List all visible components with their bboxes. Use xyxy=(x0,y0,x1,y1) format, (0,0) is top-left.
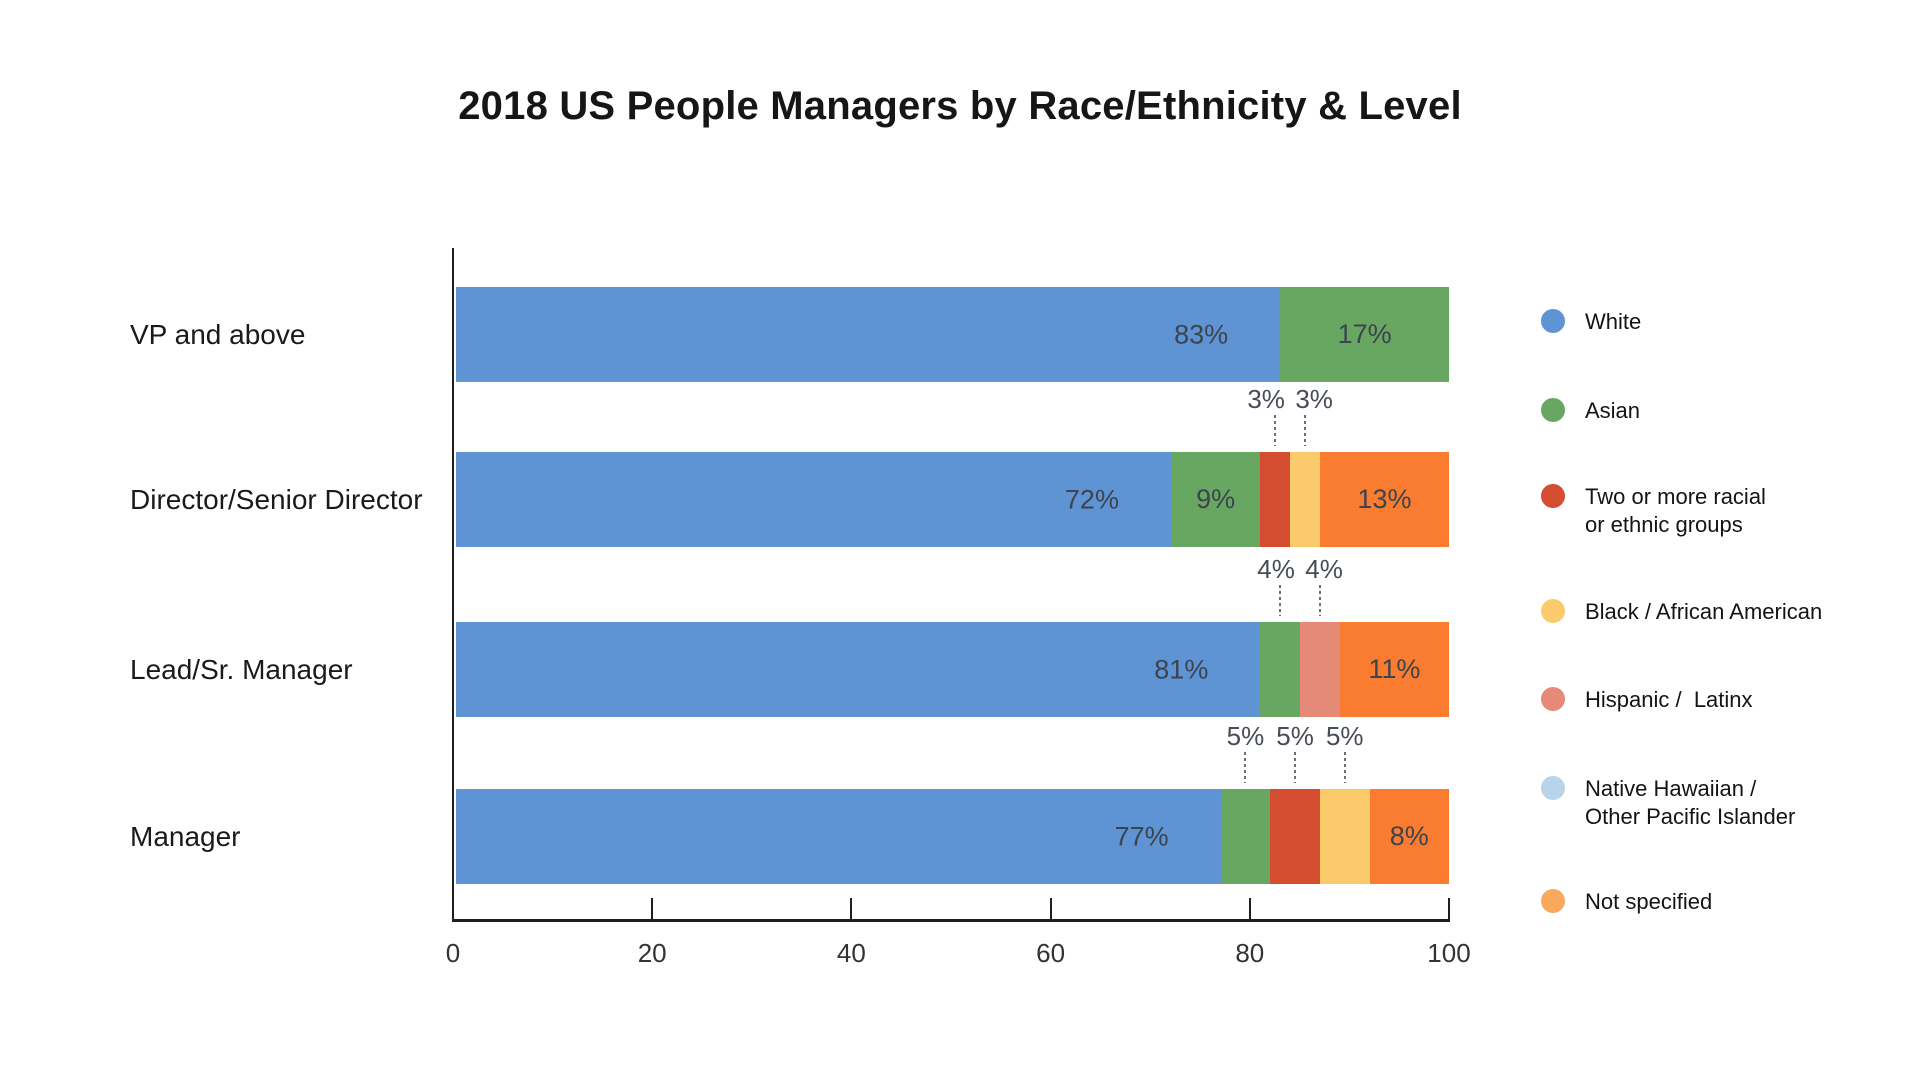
category-label-lead-sr-manager: Lead/Sr. Manager xyxy=(130,653,353,685)
legend-label-line: Two or more racial xyxy=(1585,484,1766,509)
bar-segment-two-or-more-racial-or-ethnic-groups xyxy=(1270,789,1320,884)
segment-value-label: 8% xyxy=(1389,821,1429,851)
bar-segment-not-specified: 8% xyxy=(1369,789,1449,884)
white-swatch-icon xyxy=(1541,309,1565,333)
x-tick-label: 0 xyxy=(445,938,461,968)
bar-segment-asian: 17% xyxy=(1280,287,1449,382)
legend-label-line: Native Hawaiian / xyxy=(1585,776,1757,801)
native-hawaiian-other-pacific-islander-swatch-icon xyxy=(1541,776,1565,800)
segment-value-label: 9% xyxy=(1196,484,1236,514)
callout-value-label: 4% xyxy=(1305,554,1343,584)
legend-item-two-or-more-racial-or-ethnic-groups: Two or more racial or ethnic groups xyxy=(1541,483,1766,539)
bar-segment-black-african-american xyxy=(1290,452,1320,547)
legend-label-line: Hispanic / Latinx xyxy=(1585,687,1753,712)
callout-leader-line xyxy=(1279,585,1282,616)
category-label-vp-and-above: VP and above xyxy=(130,318,306,350)
legend-label-line: Other Pacific Islander xyxy=(1585,804,1796,829)
callout-value-label: 4% xyxy=(1257,554,1295,584)
legend-label: Asian xyxy=(1585,397,1640,425)
x-tick-label: 100 xyxy=(1427,938,1471,968)
segment-value-label: 13% xyxy=(1357,484,1412,514)
callout-leader-line xyxy=(1274,415,1277,446)
legend-label-line: Black / African American xyxy=(1585,599,1823,624)
legend-label-line: Not specified xyxy=(1585,889,1713,914)
legend-label: Native Hawaiian / Other Pacific Islander xyxy=(1585,775,1795,831)
bar-segment-asian xyxy=(1220,789,1271,884)
x-tick-label: 40 xyxy=(836,938,866,968)
bar-segment-not-specified: 13% xyxy=(1319,452,1449,547)
callout-leader-line xyxy=(1294,752,1297,783)
x-tick-mark xyxy=(651,898,654,920)
chart-title: 2018 US People Managers by Race/Ethnicit… xyxy=(458,84,1462,128)
bar-segment-asian xyxy=(1260,622,1301,717)
legend-item-black-african-american: Black / African American xyxy=(1541,598,1822,626)
callout-value-label: 5% xyxy=(1325,721,1364,751)
callout-leader-line xyxy=(1304,415,1306,446)
x-tick-mark xyxy=(452,898,454,920)
y-axis-line xyxy=(452,248,454,921)
hispanic-latinx-swatch-icon xyxy=(1541,687,1565,711)
segment-value-label: 77% xyxy=(1114,821,1169,851)
legend-item-hispanic-latinx: Hispanic / Latinx xyxy=(1541,686,1753,714)
bar-segment-asian: 9% xyxy=(1170,452,1261,547)
legend-label: Not specified xyxy=(1585,888,1712,916)
x-tick-label: 80 xyxy=(1235,938,1265,968)
bar-segment-white: 77% xyxy=(456,789,1221,884)
callout-value-label: 5% xyxy=(1226,721,1265,751)
segment-value-label: 81% xyxy=(1154,654,1209,684)
black-african-american-swatch-icon xyxy=(1541,599,1565,623)
bar-segment-not-specified: 11% xyxy=(1339,622,1449,717)
legend-item-asian: Asian xyxy=(1541,397,1640,425)
legend-label-line: White xyxy=(1585,309,1642,334)
x-axis-line xyxy=(452,919,1450,922)
segment-value-label: 17% xyxy=(1337,319,1392,349)
not-specified-swatch-icon xyxy=(1541,889,1565,913)
x-tick-mark xyxy=(850,898,853,920)
legend-label: Hispanic / Latinx xyxy=(1585,686,1753,714)
x-tick-mark xyxy=(1248,898,1251,920)
callout-value-label: 3% xyxy=(1247,384,1285,414)
x-tick-mark xyxy=(1049,898,1052,920)
legend-label-line: Asian xyxy=(1585,398,1641,423)
bar-segment-black-african-american xyxy=(1319,789,1370,884)
category-label-manager: Manager xyxy=(130,820,241,852)
callout-leader-line xyxy=(1343,752,1346,783)
legend-label: White xyxy=(1585,308,1641,336)
x-tick-label: 60 xyxy=(1036,938,1066,968)
segment-value-label: 72% xyxy=(1064,484,1119,514)
segment-value-label: 83% xyxy=(1174,319,1229,349)
legend-label-line: or ethnic groups xyxy=(1585,512,1743,537)
legend-item-not-specified: Not specified xyxy=(1541,888,1712,916)
asian-swatch-icon xyxy=(1541,398,1565,422)
bar-segment-white: 83% xyxy=(456,287,1281,382)
segment-value-label: 11% xyxy=(1368,654,1421,684)
bar-segment-white: 81% xyxy=(456,622,1261,717)
callout-value-label: 5% xyxy=(1276,721,1314,751)
legend-label: Two or more racial or ethnic groups xyxy=(1585,483,1766,539)
two-or-more-racial-or-ethnic-groups-swatch-icon xyxy=(1541,484,1565,508)
callout-value-label: 3% xyxy=(1295,384,1333,414)
callout-leader-line xyxy=(1318,585,1321,616)
callout-leader-line xyxy=(1244,752,1247,783)
x-tick-label: 20 xyxy=(637,938,667,968)
category-label-director-senior-director: Director/Senior Director xyxy=(130,483,423,515)
legend-item-native-hawaiian-other-pacific-islander: Native Hawaiian / Other Pacific Islander xyxy=(1541,775,1795,831)
bar-segment-hispanic-latinx xyxy=(1300,622,1340,717)
legend-item-white: White xyxy=(1541,308,1641,336)
x-tick-mark xyxy=(1448,898,1450,920)
bar-segment-two-or-more-racial-or-ethnic-groups xyxy=(1260,452,1291,547)
legend-label: Black / African American xyxy=(1585,598,1822,626)
bar-segment-white: 72% xyxy=(456,452,1171,547)
